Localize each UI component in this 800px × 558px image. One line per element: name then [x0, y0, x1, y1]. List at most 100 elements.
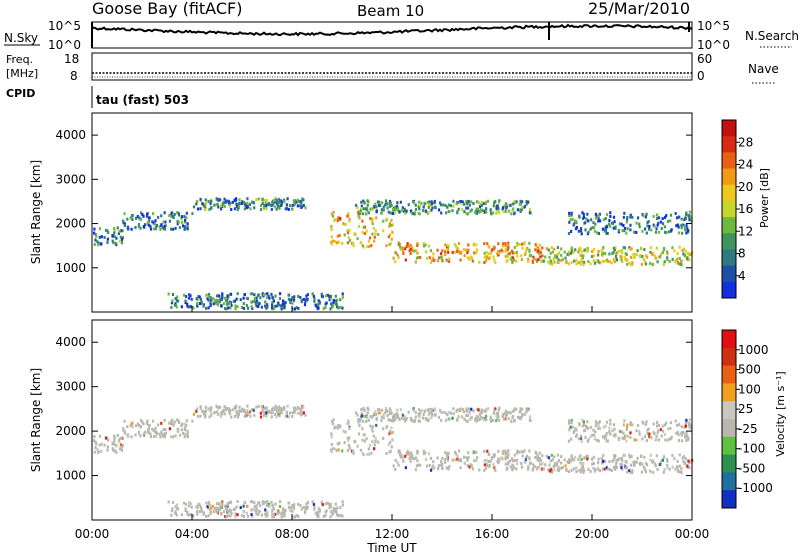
velocity-cell: [200, 509, 203, 513]
power-cell: [469, 255, 472, 259]
velocity-cell: [366, 406, 369, 410]
velocity-cell: [623, 434, 627, 438]
velocity-cell: [612, 434, 615, 438]
velocity-cell: [422, 449, 425, 453]
power-cell: [250, 200, 254, 204]
velocity-cell: [651, 460, 654, 464]
power-cell: [605, 225, 609, 229]
power-cell: [523, 241, 526, 245]
power-cell: [521, 246, 524, 250]
velocity-cell: [297, 502, 300, 506]
power-cell: [504, 209, 507, 213]
velocity-cell: [291, 504, 294, 508]
power-cell: [332, 298, 335, 302]
power-cell: [612, 250, 615, 254]
power-cell: [378, 200, 381, 204]
power-cell: [169, 214, 173, 218]
velocity-cell: [149, 435, 153, 439]
power-cell: [300, 300, 303, 304]
power-cell: [122, 219, 125, 223]
power-cell: [402, 252, 405, 256]
power-cell: [215, 298, 218, 302]
power-cell: [293, 307, 297, 311]
power-cell: [642, 258, 646, 262]
power-cell: [528, 249, 531, 253]
power-cell: [645, 231, 648, 235]
power-cell: [204, 198, 207, 202]
velocity-cell: [604, 459, 607, 463]
power-cell: [121, 229, 124, 233]
velocity-cell: [363, 409, 366, 413]
power-cell: [417, 211, 420, 215]
power-cell: [216, 294, 219, 298]
velocity-cell: [598, 420, 601, 424]
power-cell: [238, 198, 241, 202]
velocity-cell: [618, 457, 621, 461]
velocity-cell: [265, 504, 268, 508]
power-cell: [515, 243, 519, 247]
velocity-colorbar-tick-label: -25: [738, 422, 758, 436]
velocity-colorbar-segment: [722, 490, 736, 509]
velocity-cell: [619, 462, 622, 466]
velocity-cell: [213, 507, 216, 511]
velocity-cell: [480, 408, 483, 412]
velocity-cell: [465, 456, 468, 460]
velocity-cell: [162, 428, 165, 432]
velocity-cell: [553, 468, 556, 472]
velocity-cell: [457, 457, 460, 461]
power-cell: [603, 227, 606, 231]
velocity-cell: [265, 411, 268, 415]
velocity-cell: [430, 416, 433, 420]
power-cell: [656, 260, 659, 264]
power-cell: [218, 198, 222, 202]
power-cell: [192, 205, 196, 209]
velocity-cell: [605, 420, 609, 424]
velocity-cell: [96, 447, 99, 451]
power-cell: [539, 255, 542, 259]
velocity-cell: [272, 507, 275, 511]
power-cell: [585, 247, 588, 251]
velocity-cell: [595, 422, 598, 426]
velocity-cell: [613, 467, 617, 471]
velocity-cell: [371, 440, 374, 444]
velocity-cell: [674, 467, 677, 471]
power-cell: [207, 298, 210, 302]
power-cell: [270, 292, 273, 296]
power-cell: [144, 223, 147, 227]
power-cell: [370, 208, 374, 212]
velocity-cell: [106, 448, 109, 452]
velocity-cell: [633, 438, 636, 442]
velocity-cell: [341, 503, 344, 507]
velocity-cell: [461, 407, 464, 411]
power-cell: [259, 296, 262, 300]
velocity-cell: [197, 502, 200, 506]
velocity-cell: [372, 434, 375, 438]
velocity-cell: [361, 438, 364, 442]
power-cell: [417, 205, 420, 209]
station-title: Goose Bay (fitACF): [92, 0, 242, 18]
velocity-cell: [293, 503, 296, 507]
power-cell: [277, 201, 280, 205]
velocity-cell: [217, 412, 220, 416]
velocity-cell: [413, 457, 416, 461]
power-cell: [187, 296, 191, 300]
velocity-cell: [114, 449, 117, 453]
velocity-cell: [472, 409, 475, 413]
velocity-cell: [129, 424, 132, 428]
velocity-cell: [483, 418, 486, 422]
velocity-cell: [351, 449, 355, 453]
power-cell: [127, 227, 130, 231]
velocity-cell: [516, 415, 519, 419]
velocity-cell: [678, 453, 681, 457]
velocity-cell: [599, 469, 602, 473]
velocity-cell: [318, 509, 321, 513]
velocity-cell: [479, 415, 482, 419]
velocity-cell: [183, 426, 187, 430]
velocity-cell: [137, 430, 141, 434]
velocity-cell: [397, 463, 400, 467]
velocity-cell: [330, 510, 333, 514]
power-cell: [217, 294, 220, 298]
power-cell: [675, 258, 678, 262]
velocity-cell: [279, 500, 282, 504]
power-cell: [673, 249, 676, 253]
